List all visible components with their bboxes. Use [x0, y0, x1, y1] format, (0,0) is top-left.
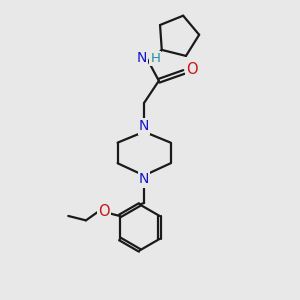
Text: H: H — [150, 52, 160, 64]
Text: N: N — [139, 119, 149, 134]
Text: O: O — [98, 204, 109, 219]
Text: O: O — [186, 62, 198, 77]
Text: N: N — [139, 172, 149, 186]
Text: N: N — [136, 51, 147, 65]
